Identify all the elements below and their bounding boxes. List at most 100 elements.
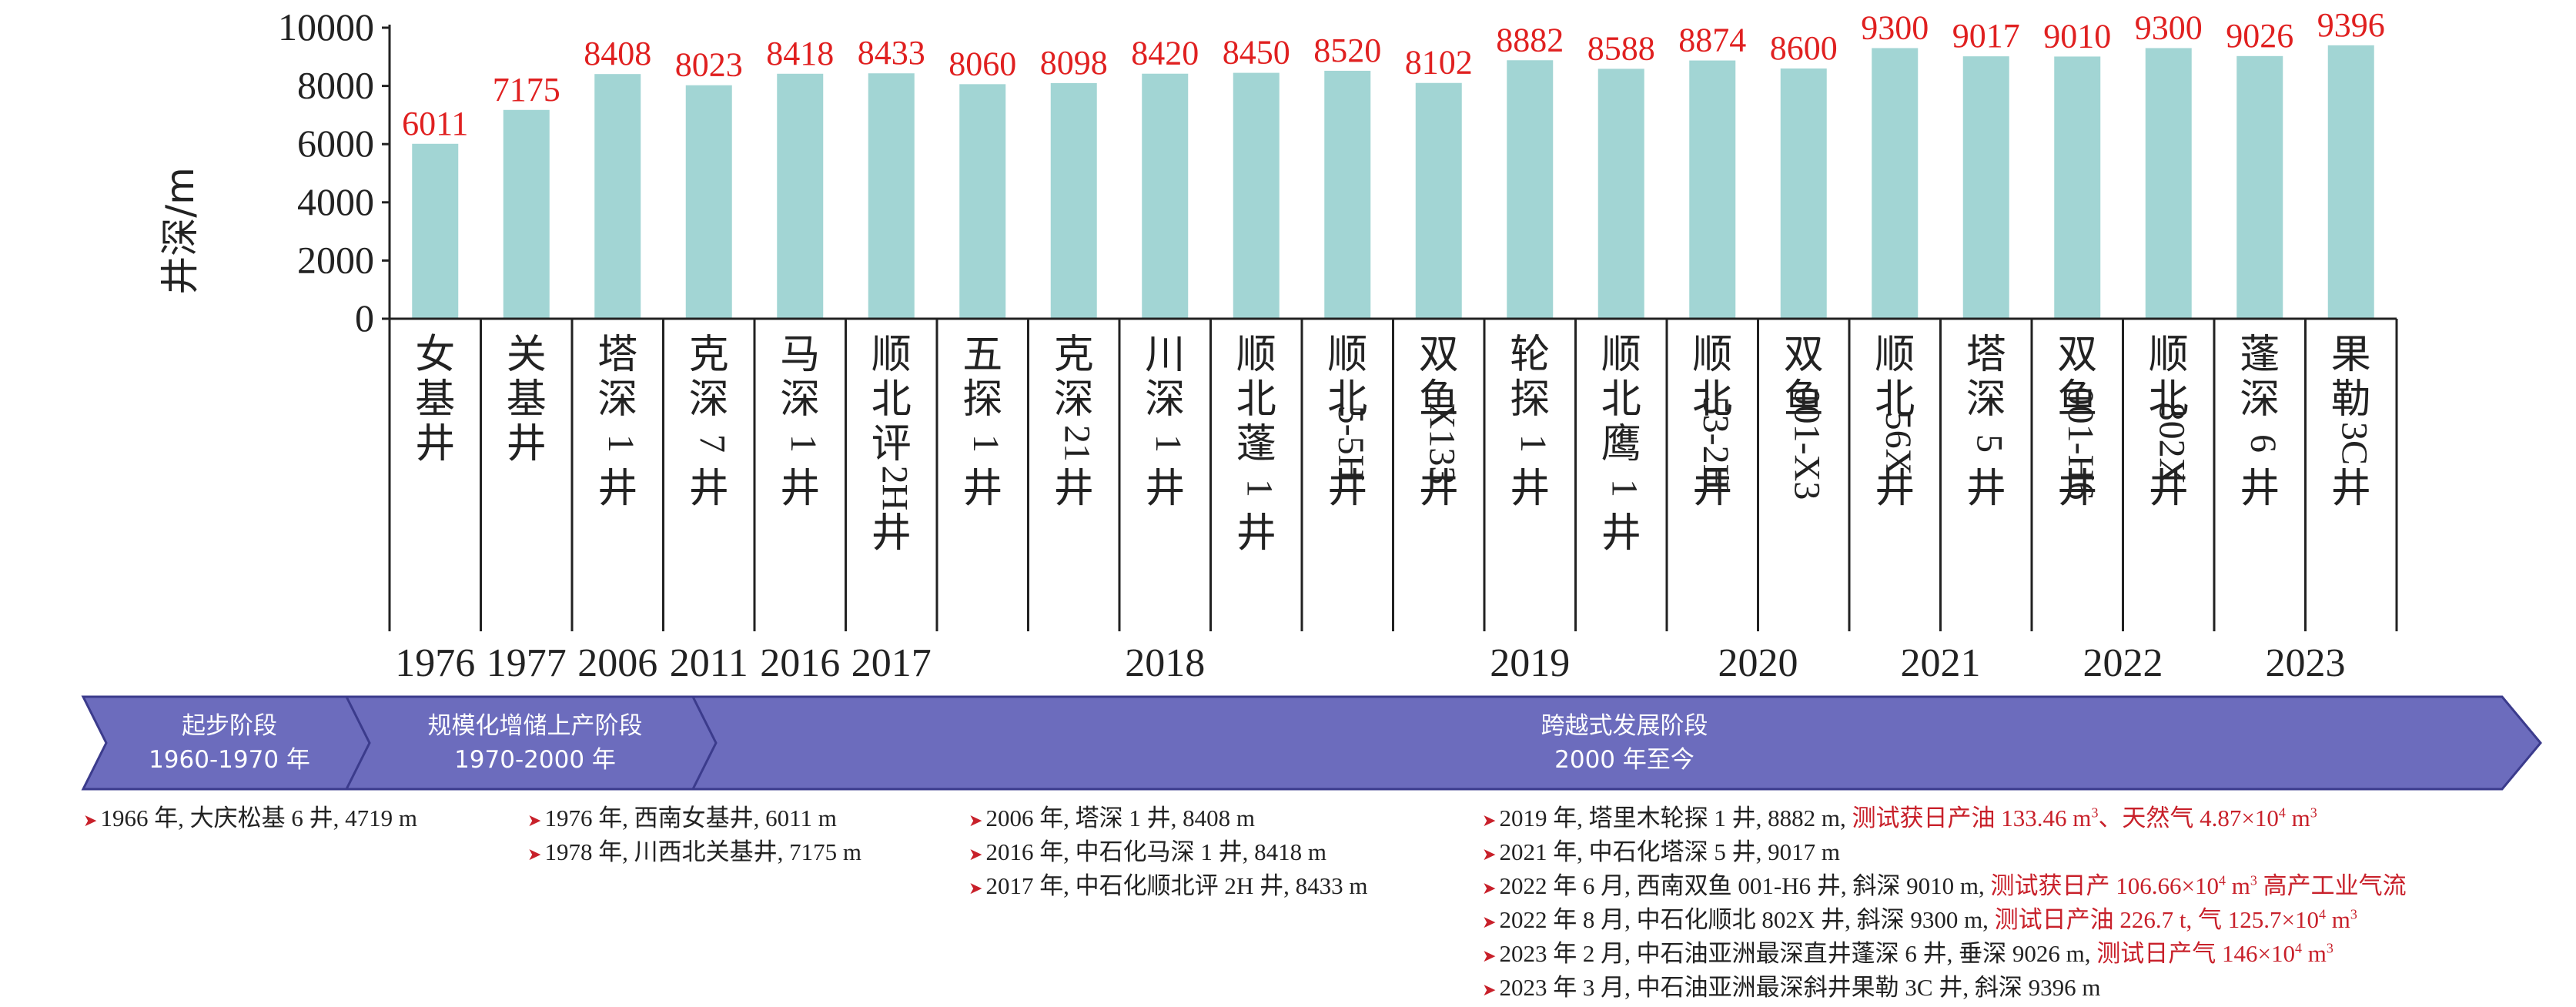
event-item: ➤ 1976 年, 西南女基井, 6011 m <box>527 805 837 831</box>
category-char: 井 <box>871 510 912 557</box>
y-tick-label: 0 <box>355 296 374 340</box>
category-number: 21 <box>1057 425 1098 462</box>
category-number: 5-5H <box>1330 406 1371 482</box>
year-label: 2021 <box>1901 641 1981 685</box>
category-char: 轮 <box>1510 332 1550 378</box>
category-char: 井 <box>1875 466 1915 512</box>
category-char: 深 <box>780 376 820 423</box>
event-item: ➤ 2021 年, 中石化塔深 5 井, 9017 m <box>1482 838 1841 865</box>
year-row: 1976 1977 2006 2011 2016 2017 2018 2019 2020 2021… <box>395 641 2345 685</box>
bar <box>1962 56 2009 319</box>
category-number: 1 <box>965 434 1006 453</box>
category-char: 北 <box>1692 376 1732 423</box>
event-item: ➤ 2022 年 6 月, 西南双鱼 001-H6 井, 斜深 9010 m, 测… <box>1482 872 2407 899</box>
category-char: 深 <box>1145 376 1185 423</box>
category-char: 井 <box>780 466 820 512</box>
bar-value-label: 8023 <box>675 46 743 84</box>
event-item: ➤ 2023 年 2 月, 中石油亚洲最深直井蓬深 6 井, 垂深 9026 m,… <box>1482 940 2333 967</box>
y-tick-label: 2000 <box>297 238 374 281</box>
category-char: 探 <box>1510 376 1550 423</box>
bullet-arrow-icon: ➤ <box>969 811 983 830</box>
phase-3-period: 2000 年至今 <box>1554 746 1694 774</box>
bar <box>1780 68 1827 319</box>
category-number: 001-X3 <box>1787 387 1828 500</box>
category-number: 1 <box>1148 434 1189 453</box>
category-char: 鹰 <box>1601 421 1641 467</box>
category-char: 顺 <box>1236 332 1276 378</box>
bar <box>1050 82 1097 319</box>
category-char: 顺 <box>1875 332 1915 378</box>
event-item: ➤ 2019 年, 塔里木轮探 1 井, 8882 m, 测试获日产油 133.4… <box>1482 805 2317 831</box>
bar <box>777 73 824 319</box>
year-label: 1976 <box>395 641 475 685</box>
category-char: 井 <box>507 421 547 467</box>
phase-2-label: 规模化增储上产阶段 1970-2000 年 <box>354 697 716 789</box>
category-label: 川深 1 井 <box>1145 332 1189 512</box>
y-axis-title-text: 井深/m <box>158 167 202 295</box>
category-char: 深 <box>689 376 729 423</box>
y-axis-title: 井深/m <box>146 167 208 295</box>
category-char: 北 <box>1875 376 1915 423</box>
category-char: 井 <box>1601 510 1641 557</box>
category-char: 双 <box>1784 332 1824 378</box>
bar <box>959 84 1006 319</box>
bar <box>2236 55 2283 319</box>
bullet-arrow-icon: ➤ <box>1482 811 1497 830</box>
year-label: 2023 <box>2266 641 2346 685</box>
category-number: 53-2H <box>1695 396 1736 491</box>
year-label: 2011 <box>670 641 748 685</box>
category-char: 双 <box>2057 332 2097 378</box>
category-label: 女基井 <box>415 332 455 467</box>
bullet-arrow-icon: ➤ <box>83 811 98 830</box>
bar-value-label: 9010 <box>2043 17 2111 55</box>
bar <box>685 85 732 319</box>
event-item: ➤ 2006 年, 塔深 1 井, 8408 m <box>969 805 1256 831</box>
category-char: 探 <box>962 376 1002 423</box>
bar-value-label: 9396 <box>2317 6 2385 44</box>
y-tick-label: 6000 <box>297 122 374 165</box>
bar-value-label: 8882 <box>1496 21 1564 59</box>
category-char: 克 <box>1054 332 1094 378</box>
bar <box>1507 60 1554 319</box>
bar <box>2145 48 2192 319</box>
category-axis: 女基井关基井塔深1井克深7井马深1井顺北评2H井五探1井克深21井川深1井顺北蓬… <box>388 317 2398 631</box>
bars-layer <box>412 45 2374 319</box>
year-label: 2006 <box>577 641 657 685</box>
category-char: 井 <box>2331 466 2371 512</box>
category-char: 井 <box>2149 466 2189 512</box>
events-col-4: ➤ 2019 年, 塔里木轮探 1 井, 8882 m, 测试获日产油 133.4… <box>1482 801 2407 1005</box>
category-number: 3C <box>2334 422 2375 465</box>
bar-value-label: 8520 <box>1313 32 1381 69</box>
category-label: 克深 7 井 <box>689 332 733 512</box>
category-label: 顺北蓬 1 井 <box>1236 332 1280 557</box>
phase-1-period: 1960-1970 年 <box>149 746 310 774</box>
category-char: 井 <box>1145 466 1185 512</box>
bullet-arrow-icon: ➤ <box>527 845 542 864</box>
category-char: 克 <box>689 332 729 378</box>
category-number: 56X <box>1878 412 1919 476</box>
year-label: 1977 <box>487 641 567 685</box>
category-label: 顺北5-5H井 <box>1327 332 1371 512</box>
category-char: 双 <box>1419 332 1459 378</box>
category-char: 井 <box>1054 466 1094 512</box>
bar-value-label: 8098 <box>1040 44 1108 82</box>
category-char: 北 <box>2149 376 2189 423</box>
category-char: 井 <box>1510 466 1550 512</box>
category-char: 鱼 <box>1419 376 1459 423</box>
category-label: 五探 1 井 <box>962 332 1006 512</box>
category-number: 1 <box>1513 434 1554 453</box>
bar-value-label: 8420 <box>1131 35 1199 72</box>
year-label: 2020 <box>1718 641 1798 685</box>
category-number: 7 <box>692 434 733 453</box>
category-char: 井 <box>2057 466 2097 512</box>
category-char: 勒 <box>2331 376 2371 423</box>
category-number: 802X <box>2152 403 2193 485</box>
bar-value-label: 9017 <box>1952 17 2020 55</box>
phase-3-name: 跨越式发展阶段 <box>1541 712 1708 740</box>
events-col-2: ➤ 1976 年, 西南女基井, 6011 m ➤ 1978 年, 川西北关基井, … <box>527 801 861 869</box>
bullet-arrow-icon: ➤ <box>1482 878 1497 898</box>
